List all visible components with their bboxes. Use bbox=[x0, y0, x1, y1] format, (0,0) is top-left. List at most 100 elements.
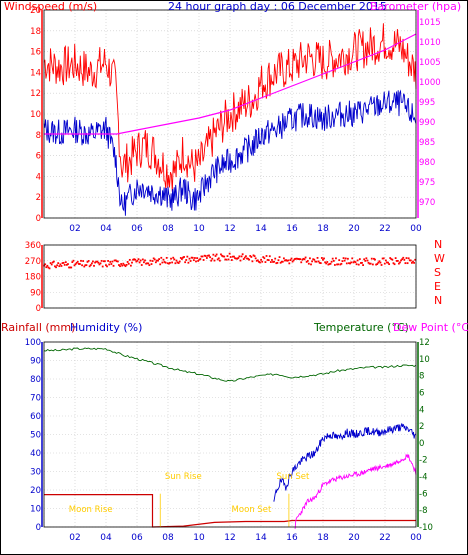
direction-point bbox=[100, 259, 103, 262]
direction-point bbox=[58, 265, 61, 268]
direction-point bbox=[212, 253, 215, 256]
dewpoint-series bbox=[294, 453, 417, 529]
direction-point bbox=[169, 261, 171, 264]
direction-point bbox=[301, 258, 304, 261]
direction-point bbox=[174, 262, 177, 265]
direction-point bbox=[292, 259, 295, 262]
direction-point bbox=[367, 261, 370, 264]
direction-point bbox=[328, 263, 331, 265]
direction-point bbox=[121, 264, 124, 267]
direction-point bbox=[390, 258, 393, 261]
wind-y-tick: 4 bbox=[36, 172, 41, 182]
rain-panel-x-tick: 04 bbox=[100, 533, 112, 543]
wind-panel-x-tick: 04 bbox=[100, 224, 112, 234]
direction-point bbox=[289, 259, 292, 261]
direction-point bbox=[160, 256, 163, 259]
direction-point bbox=[286, 259, 289, 262]
rain-panel-x-tick: 12 bbox=[224, 533, 235, 543]
direction-point bbox=[344, 257, 347, 260]
compass-label: W bbox=[434, 252, 445, 265]
wind-axis-label: Windspeed (m/s) bbox=[4, 0, 97, 13]
direction-point bbox=[71, 261, 74, 264]
wind-y-tick: 0 bbox=[36, 214, 41, 224]
humidity-y-tick: 60 bbox=[30, 412, 41, 422]
direction-point bbox=[272, 261, 274, 263]
direction-point bbox=[251, 260, 254, 263]
direction-point bbox=[377, 261, 380, 264]
direction-point bbox=[103, 260, 106, 263]
direction-point bbox=[51, 261, 54, 264]
rain-panel-x-tick: 08 bbox=[162, 533, 174, 543]
baro-y-tick: 975 bbox=[419, 178, 435, 188]
direction-point bbox=[399, 261, 401, 264]
avg-wind-series bbox=[43, 89, 417, 216]
direction-point bbox=[406, 262, 409, 265]
direction-point bbox=[122, 262, 125, 265]
direction-point bbox=[288, 262, 291, 265]
baro-y-tick: 990 bbox=[419, 118, 435, 128]
direction-point bbox=[56, 264, 59, 267]
direction-point bbox=[131, 261, 133, 264]
direction-point bbox=[208, 254, 210, 257]
direction-point bbox=[74, 263, 77, 266]
direction-point bbox=[217, 257, 220, 260]
baro-y-tick: 970 bbox=[419, 198, 435, 208]
direction-point bbox=[376, 263, 379, 265]
barometer-axis-label: Barometer (hpa) bbox=[370, 0, 461, 13]
direction-point bbox=[348, 262, 350, 265]
direction-point bbox=[182, 256, 184, 259]
temperature-series bbox=[43, 347, 417, 382]
temp-y-tick: 12 bbox=[419, 338, 430, 348]
direction-point bbox=[199, 258, 202, 260]
direction-point bbox=[387, 261, 389, 264]
direction-point bbox=[48, 267, 51, 270]
direction-point bbox=[353, 260, 356, 263]
direction-point bbox=[350, 261, 353, 264]
direction-point bbox=[177, 262, 180, 264]
direction-point bbox=[229, 256, 232, 258]
dir-y-tick: 360 bbox=[25, 241, 41, 251]
direction-point bbox=[89, 264, 92, 266]
direction-point bbox=[136, 259, 139, 262]
direction-point bbox=[392, 262, 395, 265]
direction-point bbox=[375, 263, 378, 266]
direction-point bbox=[309, 257, 311, 260]
direction-point bbox=[394, 257, 397, 260]
annotation-moon-set: Moon Set bbox=[232, 505, 272, 515]
direction-point bbox=[90, 262, 93, 265]
direction-point bbox=[333, 264, 336, 266]
wind-y-tick: 2 bbox=[36, 193, 41, 203]
compass-label: S bbox=[434, 266, 441, 279]
direction-point bbox=[233, 255, 235, 258]
wind-y-tick: 12 bbox=[30, 89, 41, 99]
wind-y-tick: 18 bbox=[30, 27, 41, 37]
direction-point bbox=[186, 255, 189, 258]
direction-point bbox=[281, 260, 284, 263]
direction-point bbox=[282, 257, 285, 260]
humidity-y-tick: 70 bbox=[30, 394, 41, 404]
direction-point bbox=[360, 262, 362, 264]
direction-point bbox=[291, 260, 294, 263]
direction-point bbox=[207, 254, 209, 257]
direction-point bbox=[220, 253, 222, 256]
direction-point bbox=[305, 260, 308, 263]
direction-point bbox=[214, 255, 217, 257]
direction-point bbox=[297, 258, 299, 260]
direction-point bbox=[50, 263, 53, 266]
direction-point bbox=[149, 259, 152, 262]
direction-point bbox=[388, 263, 391, 266]
direction-point bbox=[327, 263, 330, 266]
direction-point bbox=[84, 264, 87, 267]
direction-point bbox=[408, 259, 411, 262]
direction-point bbox=[137, 258, 140, 261]
direction-point bbox=[218, 259, 221, 262]
direction-point bbox=[378, 260, 381, 263]
direction-point bbox=[409, 259, 412, 262]
direction-point bbox=[306, 260, 309, 262]
baro-y-tick: 985 bbox=[419, 138, 435, 148]
direction-point bbox=[276, 261, 279, 264]
direction-point bbox=[238, 255, 241, 258]
direction-point bbox=[130, 264, 132, 267]
direction-point bbox=[241, 253, 244, 256]
direction-point bbox=[120, 263, 123, 265]
